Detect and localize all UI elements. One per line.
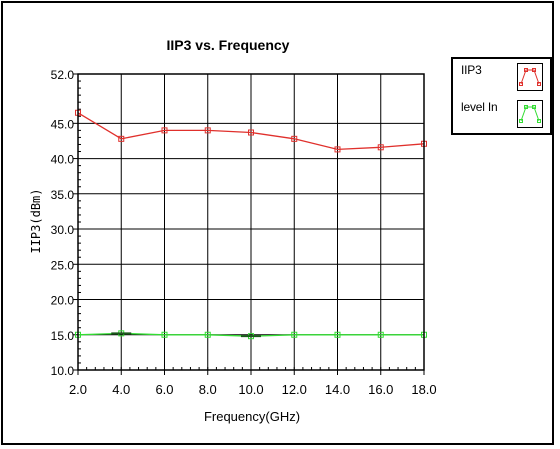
data-point-iip3	[291, 135, 298, 142]
legend-item-iip3[interactable]: IIP3	[453, 59, 550, 95]
y-tick-label: 20.0	[51, 294, 75, 308]
y-tick-label: 10.0	[51, 364, 75, 378]
data-point-level-in	[204, 331, 211, 338]
series-line-iip3	[77, 112, 425, 151]
y-tick-label: 25.0	[51, 258, 75, 272]
x-tick-label: 8.0	[199, 382, 217, 397]
x-tick-label: 18.0	[411, 382, 436, 397]
x-tick-label: 4.0	[112, 382, 130, 397]
y-tick-label: 30.0	[51, 223, 75, 237]
x-tick-label: 2.0	[69, 382, 87, 397]
x-tick-label: 16.0	[368, 382, 393, 397]
y-tick-labels: 52.0 45.0 40.0 35.0 30.0 25.0 20.0 15.0 10.0	[51, 68, 75, 378]
y-tick-label: 52.0	[51, 68, 75, 82]
chart-svg: IIP3 vs. Frequency 52.0 45.0 40.0 35.0 30.0 2…	[29, 37, 437, 424]
legend-swatch-level-in	[517, 100, 543, 128]
x-tick-label: 6.0	[155, 382, 173, 397]
data-point-iip3	[118, 135, 125, 142]
data-point-iip3	[248, 129, 254, 136]
x-tick-label: 14.0	[325, 382, 350, 397]
data-point-iip3	[161, 127, 168, 134]
y-tick-label: 15.0	[51, 329, 75, 343]
legend-item-level-in[interactable]: level In	[453, 96, 550, 132]
plot-area	[77, 73, 425, 371]
data-point-iip3	[334, 146, 341, 153]
x-tick-label: 12.0	[282, 382, 307, 397]
x-tick-label: 10.0	[238, 382, 263, 397]
chart-title: IIP3 vs. Frequency	[167, 37, 290, 53]
data-point-level-in	[377, 331, 384, 338]
y-tick-label: 35.0	[51, 188, 75, 202]
minor-ticks	[78, 80, 416, 370]
y-axis-label: IIP3(dBm)	[29, 188, 43, 253]
x-tick-labels: 2.0 4.0 6.0 8.0 10.0 12.0 14.0 16.0 18.0	[69, 382, 437, 397]
data-point-iip3	[377, 144, 384, 151]
y-tick-label: 40.0	[51, 153, 75, 167]
legend: IIP3 level In	[451, 57, 552, 135]
data-point-level-in	[334, 331, 341, 338]
legend-label-iip3: IIP3	[461, 63, 482, 77]
chart-frame: IIP3 vs. Frequency 52.0 45.0 40.0 35.0 30.0 2…	[1, 1, 554, 445]
x-axis-label: Frequency(GHz)	[204, 409, 300, 424]
data-point-level-in	[291, 331, 298, 338]
data-point-iip3	[204, 127, 211, 134]
grid-lines	[73, 73, 425, 375]
legend-swatch-iip3	[517, 63, 543, 91]
legend-label-level-in: level In	[461, 100, 498, 114]
data-point-level-in	[161, 331, 168, 338]
y-tick-label: 45.0	[51, 117, 75, 131]
